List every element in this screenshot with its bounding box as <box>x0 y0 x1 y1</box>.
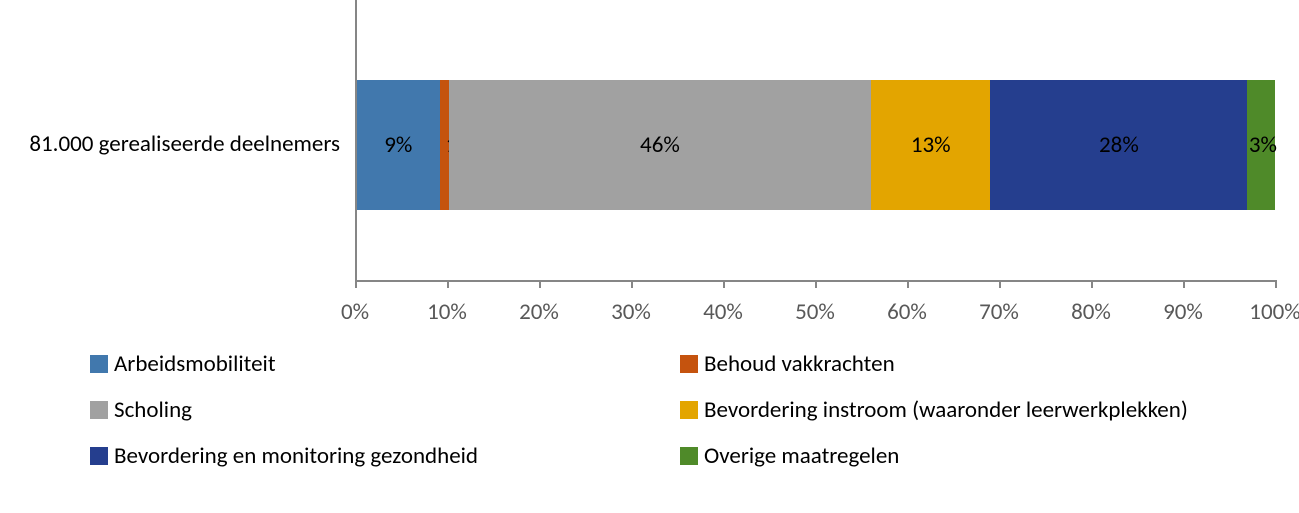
tick: 10% <box>447 280 449 288</box>
legend-swatch <box>90 401 108 419</box>
legend-swatch <box>680 401 698 419</box>
bar-segment-label: 13% <box>911 131 951 159</box>
tick: 0% <box>355 280 357 288</box>
tick-label: 90% <box>1163 298 1203 326</box>
bar-segment-label: 46% <box>640 131 680 159</box>
tick-mark <box>539 280 541 288</box>
tick-mark <box>631 280 633 288</box>
tick: 60% <box>907 280 909 288</box>
tick-label: 20% <box>519 298 559 326</box>
tick-mark <box>723 280 725 288</box>
tick-label: 50% <box>795 298 835 326</box>
legend-swatch <box>90 355 108 373</box>
tick: 80% <box>1091 280 1093 288</box>
tick-label: 30% <box>611 298 651 326</box>
bar-segment-scholing: 46% <box>449 80 871 210</box>
legend-item: Bevordering instroom (waaronder leerwerk… <box>680 396 1270 424</box>
tick: 100% <box>1275 280 1277 288</box>
tick: 40% <box>723 280 725 288</box>
legend-swatch <box>90 447 108 465</box>
stacked-bar-chart: 81.000 gerealiseerde deelnemers 9% 1% 46… <box>0 0 1299 513</box>
bar-segment-bevordering-instroom: 13% <box>871 80 990 210</box>
tick-mark <box>447 280 449 288</box>
tick-label: 100% <box>1249 298 1299 326</box>
legend-label: Arbeidsmobiliteit <box>114 350 276 378</box>
legend: Arbeidsmobiliteit Scholing Bevordering e… <box>90 350 1270 470</box>
tick-mark <box>1091 280 1093 288</box>
legend-label: Bevordering en monitoring gezondheid <box>114 442 478 470</box>
legend-item: Behoud vakkrachten <box>680 350 1270 378</box>
tick-mark <box>999 280 1001 288</box>
tick-mark <box>1275 280 1277 288</box>
legend-swatch <box>680 447 698 465</box>
bar-segment-bevordering-monitoring-gezondheid: 28% <box>990 80 1247 210</box>
legend-column-right: Behoud vakkrachten Bevordering instroom … <box>680 350 1270 470</box>
tick-mark <box>815 280 817 288</box>
x-axis-ticks: 0% 10% 20% 30% 40% 50% 60% 70% 80% 90% 1… <box>355 280 1275 325</box>
bar-segment-overige-maatregelen: 3% <box>1247 80 1275 210</box>
tick-label: 60% <box>887 298 927 326</box>
bar-segment-label: 9% <box>384 131 412 159</box>
legend-item: Overige maatregelen <box>680 442 1270 470</box>
tick-mark <box>1183 280 1185 288</box>
legend-label: Scholing <box>114 396 192 424</box>
category-label: 81.000 gerealiseerde deelnemers <box>0 130 340 158</box>
tick: 20% <box>539 280 541 288</box>
tick-label: 80% <box>1071 298 1111 326</box>
legend-label: Bevordering instroom (waaronder leerwerk… <box>704 396 1188 424</box>
legend-item: Scholing <box>90 396 680 424</box>
tick: 50% <box>815 280 817 288</box>
tick: 90% <box>1183 280 1185 288</box>
legend-label: Behoud vakkrachten <box>704 350 895 378</box>
tick-label: 0% <box>341 298 369 326</box>
tick: 70% <box>999 280 1001 288</box>
bar-segment-label: 28% <box>1099 131 1139 159</box>
legend-label: Overige maatregelen <box>704 442 899 470</box>
bar-segment-behoud-vakkrachten: 1% <box>440 80 449 210</box>
bar-segment-arbeidsmobiliteit: 9% <box>357 80 440 210</box>
tick-mark <box>355 280 357 288</box>
tick-label: 10% <box>427 298 467 326</box>
bar-row: 9% 1% 46% 13% 28% 3% <box>357 80 1275 210</box>
tick: 30% <box>631 280 633 288</box>
tick-label: 40% <box>703 298 743 326</box>
legend-column-left: Arbeidsmobiliteit Scholing Bevordering e… <box>90 350 680 470</box>
legend-swatch <box>680 355 698 373</box>
tick-label: 70% <box>979 298 1019 326</box>
tick-mark <box>907 280 909 288</box>
legend-item: Bevordering en monitoring gezondheid <box>90 442 680 470</box>
legend-item: Arbeidsmobiliteit <box>90 350 680 378</box>
bar-segment-label: 3% <box>1249 131 1277 159</box>
